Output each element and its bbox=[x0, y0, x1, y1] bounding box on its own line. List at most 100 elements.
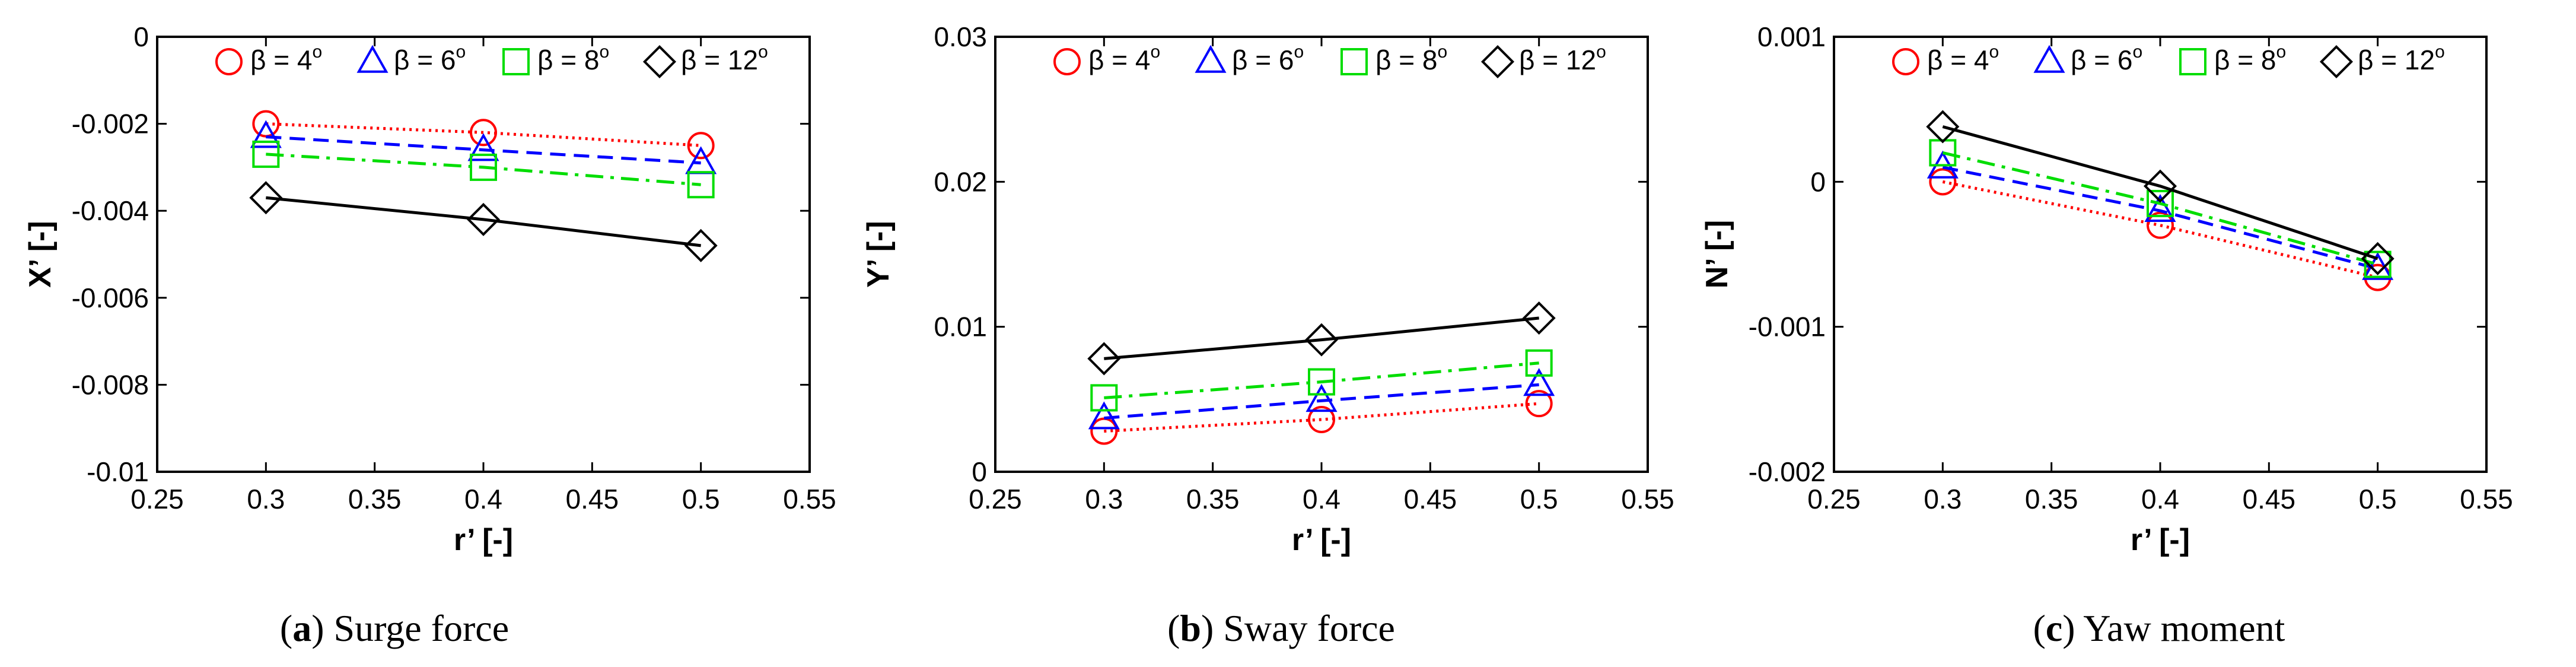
legend: β = 4o β = 6o β = 8o β = 12o bbox=[1053, 42, 1606, 79]
series-beta-6 bbox=[250, 120, 717, 174]
y-tick-label: 0.001 bbox=[1757, 21, 1826, 52]
caption-letter: b bbox=[1180, 607, 1201, 649]
data-point bbox=[1305, 384, 1338, 412]
y-tick-label: 0 bbox=[1810, 166, 1826, 197]
data-point bbox=[250, 120, 282, 148]
caption-letter: a bbox=[292, 607, 311, 649]
legend-marker bbox=[215, 48, 243, 75]
legend-item: β = 12o bbox=[642, 42, 768, 79]
series-line bbox=[1104, 402, 1539, 433]
legend-label: β = 12o bbox=[2358, 42, 2445, 75]
y-axis-label: Y’ [-] bbox=[861, 221, 896, 288]
y-tick-label: -0.001 bbox=[1749, 312, 1826, 342]
legend-label-sup: o bbox=[2435, 42, 2445, 62]
legend-marker bbox=[1195, 45, 1227, 73]
data-point bbox=[1090, 417, 1118, 445]
panel-caption: (c) Yaw moment bbox=[2033, 607, 2285, 649]
legend-marker bbox=[1340, 48, 1368, 75]
data-point bbox=[2361, 242, 2394, 275]
y-tick-label: -0.008 bbox=[72, 369, 149, 400]
legend-label-text: β = 12 bbox=[2358, 45, 2435, 75]
legend-label-sup: o bbox=[1989, 42, 1999, 62]
plot-frame bbox=[994, 36, 1649, 473]
legend-item: β = 4o bbox=[1053, 42, 1160, 75]
legend-label-sup: o bbox=[1596, 42, 1606, 62]
caption-paren-close: ) bbox=[1201, 607, 1223, 649]
legend-label: β = 12o bbox=[681, 42, 768, 75]
y-tick-label: -0.002 bbox=[1749, 456, 1826, 487]
series-beta-12 bbox=[1087, 301, 1556, 376]
legend-label-text: β = 6 bbox=[2071, 45, 2132, 75]
legend-label-sup: o bbox=[758, 42, 768, 62]
legend-label: β = 12o bbox=[1519, 42, 1606, 75]
data-point bbox=[2147, 211, 2174, 239]
data-point bbox=[1304, 323, 1339, 357]
series-beta-6 bbox=[1088, 368, 1555, 430]
legend-marker bbox=[502, 48, 530, 75]
legend-label-text: β = 4 bbox=[250, 45, 312, 75]
legend-label-sup: o bbox=[1294, 42, 1304, 62]
y-tick-label: -0.01 bbox=[87, 456, 149, 487]
x-tick-label: 0.3 bbox=[1924, 484, 1962, 514]
legend-label: β = 8o bbox=[537, 42, 609, 75]
caption-paren-open: ( bbox=[2033, 607, 2046, 649]
series-line bbox=[1104, 316, 1539, 360]
data-point bbox=[1308, 406, 1335, 434]
data-point bbox=[252, 140, 280, 168]
legend-label-sup: o bbox=[1150, 42, 1160, 62]
x-tick-label: 0.25 bbox=[130, 484, 184, 514]
caption-text: Sway force bbox=[1223, 607, 1395, 649]
series-line bbox=[266, 196, 701, 247]
x-tick-label: 0.35 bbox=[2025, 484, 2078, 514]
series-beta-4 bbox=[1090, 390, 1553, 445]
legend-marker bbox=[2179, 48, 2206, 75]
legend-label-sup: o bbox=[599, 42, 609, 62]
data-point bbox=[249, 181, 283, 215]
legend-label: β = 8o bbox=[2214, 42, 2286, 75]
chart-panel-a: 0.25 0.3 0.35 0.4 0.45 0.5 0.55 -0.01 -0.008 -0.0… bbox=[23, 21, 836, 649]
caption-paren-close: ) bbox=[2062, 607, 2083, 649]
data-point bbox=[1525, 390, 1553, 418]
data-point bbox=[1522, 301, 1556, 335]
legend-item: β = 8o bbox=[1340, 42, 1447, 75]
x-tick-label: 0.3 bbox=[1085, 484, 1123, 514]
y-tick-label: -0.002 bbox=[72, 109, 149, 139]
legend-label-text: β = 8 bbox=[1375, 45, 1437, 75]
x-tick-label: 0.3 bbox=[247, 484, 285, 514]
legend-marker bbox=[2319, 45, 2354, 79]
legend-item: β = 12o bbox=[2319, 42, 2445, 79]
y-tick-label: 0.02 bbox=[934, 166, 987, 197]
data-point bbox=[2147, 189, 2174, 217]
series-line bbox=[1104, 383, 1539, 420]
data-point bbox=[1523, 368, 1555, 396]
data-point bbox=[1090, 384, 1118, 412]
data-point bbox=[466, 202, 501, 236]
legend-label-text: β = 4 bbox=[1927, 45, 1989, 75]
legend: β = 4o β = 6o β = 8o β = 12o bbox=[215, 42, 768, 79]
x-tick-label: 0.45 bbox=[2243, 484, 2296, 514]
legend-label-sup: o bbox=[456, 42, 466, 62]
x-tick-label: 0.45 bbox=[566, 484, 619, 514]
x-tick-label: 0.55 bbox=[2460, 484, 2513, 514]
legend-marker bbox=[2033, 45, 2065, 73]
legend-marker bbox=[1053, 48, 1081, 75]
legend-label-text: β = 12 bbox=[1519, 45, 1596, 75]
legend-label: β = 6o bbox=[2071, 42, 2142, 75]
x-tick-label: 0.55 bbox=[783, 484, 836, 514]
x-axis-label: r’ [-] bbox=[2131, 523, 2190, 557]
data-point bbox=[1088, 401, 1120, 430]
legend-item: β = 4o bbox=[1892, 42, 1999, 75]
legend-marker bbox=[1480, 45, 1515, 79]
caption-letter: c bbox=[2046, 607, 2062, 649]
data-point bbox=[687, 171, 715, 199]
series-line bbox=[266, 153, 701, 186]
legend-marker bbox=[356, 45, 389, 73]
legend-item: β = 4o bbox=[215, 42, 322, 75]
y-tick-label: -0.006 bbox=[72, 282, 149, 313]
panel-caption: (a) Surge force bbox=[280, 607, 509, 649]
y-tick-label: 0 bbox=[972, 456, 987, 487]
data-point bbox=[252, 110, 280, 138]
legend-label-text: β = 8 bbox=[2214, 45, 2276, 75]
chart-panel-b: 0.25 0.3 0.35 0.4 0.45 0.5 0.55 0 0.01 0.02 0.03 r’… bbox=[861, 21, 1674, 649]
x-tick-label: 0.4 bbox=[1303, 484, 1340, 514]
